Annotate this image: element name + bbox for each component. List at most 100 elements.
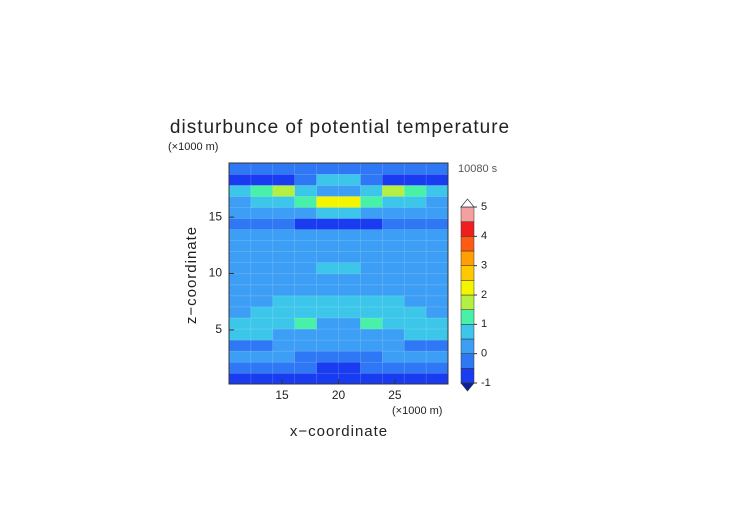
contour-cell xyxy=(360,229,383,241)
contour-cell xyxy=(381,295,405,308)
contour-cell xyxy=(294,217,318,230)
contour-cell xyxy=(425,240,449,253)
contour-cell xyxy=(272,317,296,330)
contour-cell xyxy=(294,251,318,264)
contour-cell xyxy=(360,273,383,286)
contour-cell xyxy=(403,251,427,264)
contour-cell xyxy=(316,284,340,297)
contour-cell xyxy=(360,372,383,385)
contour-cell xyxy=(272,251,296,264)
contour-cell xyxy=(316,240,340,253)
contour-cell xyxy=(294,317,318,330)
colorbar-box xyxy=(460,206,475,222)
colorbar-box xyxy=(460,221,475,237)
contour-cell xyxy=(338,262,362,275)
contour-cell xyxy=(316,372,340,385)
contour-cell xyxy=(228,229,252,241)
contour-cell xyxy=(338,273,362,286)
contour-cell xyxy=(294,339,318,352)
y-tick-label: 10 xyxy=(209,266,223,280)
contour-cell xyxy=(360,350,383,363)
colorbar-box xyxy=(460,265,475,281)
contour-cell xyxy=(250,206,274,219)
contour-cell xyxy=(272,184,296,197)
colorbar-tick-label: -1 xyxy=(481,377,491,389)
contour-cell xyxy=(425,361,449,374)
contour-cell xyxy=(338,350,362,363)
contour-cell xyxy=(250,372,274,385)
contour-cell xyxy=(403,162,427,175)
contour-cell xyxy=(425,284,449,297)
contour-cell xyxy=(338,372,362,385)
contour-cell xyxy=(228,273,252,286)
contour-cell xyxy=(316,251,340,264)
contour-cell xyxy=(250,217,274,230)
contour-cell xyxy=(250,339,274,352)
contour-cell xyxy=(403,184,427,197)
contour-cell xyxy=(228,306,252,319)
contour-cell xyxy=(338,173,362,186)
contour-cell xyxy=(338,229,362,241)
contour-cell xyxy=(272,162,296,175)
contour-cell xyxy=(425,262,449,275)
contour-cell xyxy=(381,328,405,341)
contour-cell xyxy=(338,295,362,308)
contour-cell xyxy=(381,184,405,197)
contour-cell xyxy=(316,361,340,374)
contour-cell xyxy=(403,328,427,341)
contour-cell xyxy=(381,339,405,352)
colorbar-box xyxy=(460,324,475,340)
contour-cell xyxy=(272,306,296,319)
contour-cell xyxy=(228,162,252,175)
colorbar-box xyxy=(460,236,475,252)
contour-cell xyxy=(294,306,318,319)
contour-cell xyxy=(272,206,296,219)
contour-cell xyxy=(360,328,383,341)
contour-cell xyxy=(338,251,362,264)
colorbar-box xyxy=(460,294,475,310)
contour-cell xyxy=(425,306,449,319)
contour-cell xyxy=(403,217,427,230)
contour-cell xyxy=(272,328,296,341)
contour-cell xyxy=(316,162,340,175)
contour-cell xyxy=(272,284,296,297)
contour-cell xyxy=(316,206,340,219)
colorbar-tick-label: 2 xyxy=(481,289,487,301)
contour-cell xyxy=(228,251,252,264)
contour-cell xyxy=(250,284,274,297)
contour-cell xyxy=(228,195,252,208)
colorbar-box xyxy=(460,338,475,354)
contour-cell xyxy=(228,350,252,363)
contour-cell xyxy=(316,295,340,308)
contour-cell xyxy=(381,317,405,330)
chart-title: disturbunce of potential temperature xyxy=(170,117,510,138)
contour-cell xyxy=(381,350,405,363)
contour-cell xyxy=(381,229,405,241)
colorbar-box xyxy=(460,368,475,384)
contour-cell xyxy=(272,240,296,253)
contour-cell xyxy=(272,262,296,275)
contour-cell xyxy=(228,284,252,297)
contour-cell xyxy=(316,217,340,230)
contour-cell xyxy=(360,251,383,264)
contour-cell xyxy=(250,162,274,175)
contour-cell xyxy=(403,173,427,186)
contour-cell xyxy=(381,206,405,219)
contour-cell xyxy=(294,295,318,308)
contour-cell xyxy=(294,262,318,275)
contour-cell xyxy=(403,273,427,286)
contour-cell xyxy=(360,317,383,330)
contour-cell xyxy=(316,339,340,352)
contour-cell xyxy=(360,206,383,219)
contour-cell xyxy=(338,217,362,230)
contour-cell xyxy=(316,184,340,197)
contour-cell xyxy=(381,173,405,186)
contour-cell xyxy=(360,339,383,352)
contour-cell xyxy=(250,317,274,330)
contour-cell xyxy=(360,184,383,197)
contour-cell xyxy=(381,251,405,264)
x-tick-label: 15 xyxy=(275,388,289,402)
contour-cell xyxy=(338,240,362,253)
y-tick-label: 15 xyxy=(209,209,223,223)
contour-cell xyxy=(294,229,318,241)
